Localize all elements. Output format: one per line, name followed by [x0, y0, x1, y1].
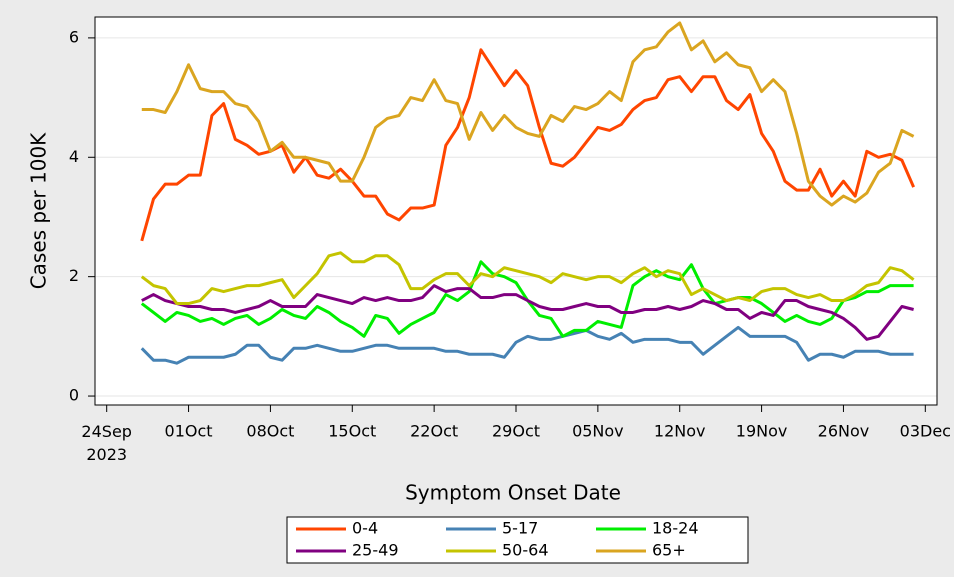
- x-tick-label-line: 24Sep: [81, 422, 132, 441]
- legend-label: 50-64: [502, 541, 549, 560]
- x-tick-label: 05Nov: [572, 422, 624, 441]
- y-tick-label: 6: [69, 27, 79, 46]
- x-tick-label: 24Sep 2023: [81, 422, 132, 464]
- x-tick-label-line: 2023: [86, 445, 127, 464]
- legend-label: 0-4: [352, 519, 378, 538]
- x-tick-label: 29Oct: [492, 422, 540, 441]
- plot-area: [95, 17, 937, 405]
- x-tick-label: 12Nov: [654, 422, 706, 441]
- series-line: [141, 284, 914, 341]
- x-axis-title: Symptom Onset Date: [405, 481, 621, 505]
- x-tick-label: 15Oct: [328, 422, 376, 441]
- series-line: [141, 21, 915, 207]
- legend-label: 65+: [652, 541, 686, 560]
- x-tick-label: 01Oct: [165, 422, 213, 441]
- y-tick-label: 0: [69, 386, 79, 405]
- y-tick-label: 2: [69, 266, 79, 285]
- legend-label: 5-17: [502, 519, 538, 538]
- x-tick-label: 26Nov: [818, 422, 870, 441]
- x-tick-label: 03Dec: [900, 422, 951, 441]
- y-tick-label: 4: [69, 147, 79, 166]
- series-line: [140, 325, 914, 365]
- x-tick-label: 19Nov: [736, 422, 788, 441]
- plot-frame: [94, 16, 938, 406]
- x-tick-label: 08Oct: [246, 422, 294, 441]
- legend-label: 18-24: [652, 519, 699, 538]
- x-tick-label: 22Oct: [410, 422, 458, 441]
- legend-label: 25-49: [352, 541, 399, 560]
- legend-box: [286, 516, 749, 564]
- series-line: [140, 251, 915, 306]
- y-axis-title: Cases per 100K: [27, 132, 51, 289]
